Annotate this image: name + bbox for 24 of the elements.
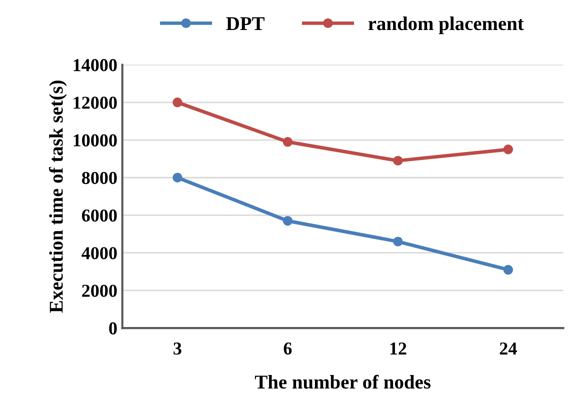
y-tick-label: 2000 xyxy=(82,284,117,297)
y-axis-title: Execution time of task set(s) xyxy=(48,80,67,313)
y-tick-label: 12000 xyxy=(74,96,117,109)
y-tick-label: 8000 xyxy=(82,172,117,184)
legend-label: DPT xyxy=(226,17,264,30)
x-tick-label: 24 xyxy=(500,342,517,354)
x-tick-label: 12 xyxy=(390,342,406,354)
x-tick-label: 3 xyxy=(174,342,182,355)
point xyxy=(172,172,182,182)
x-tick-label: 6 xyxy=(284,342,292,355)
point xyxy=(172,98,182,108)
y-tick-label: 6000 xyxy=(82,209,117,222)
y-tick-label: 4000 xyxy=(82,247,117,260)
y-tick-label: 10000 xyxy=(74,134,117,146)
y-tick-label: 0 xyxy=(109,322,117,334)
point xyxy=(282,216,293,226)
legend-label: random placement xyxy=(368,16,524,34)
point xyxy=(503,144,514,154)
x-axis-title: The number of nodes xyxy=(254,374,430,389)
point xyxy=(393,156,403,166)
y-tick-label: 14000 xyxy=(74,59,117,72)
point xyxy=(282,137,293,147)
point xyxy=(393,236,403,246)
point xyxy=(503,264,514,275)
